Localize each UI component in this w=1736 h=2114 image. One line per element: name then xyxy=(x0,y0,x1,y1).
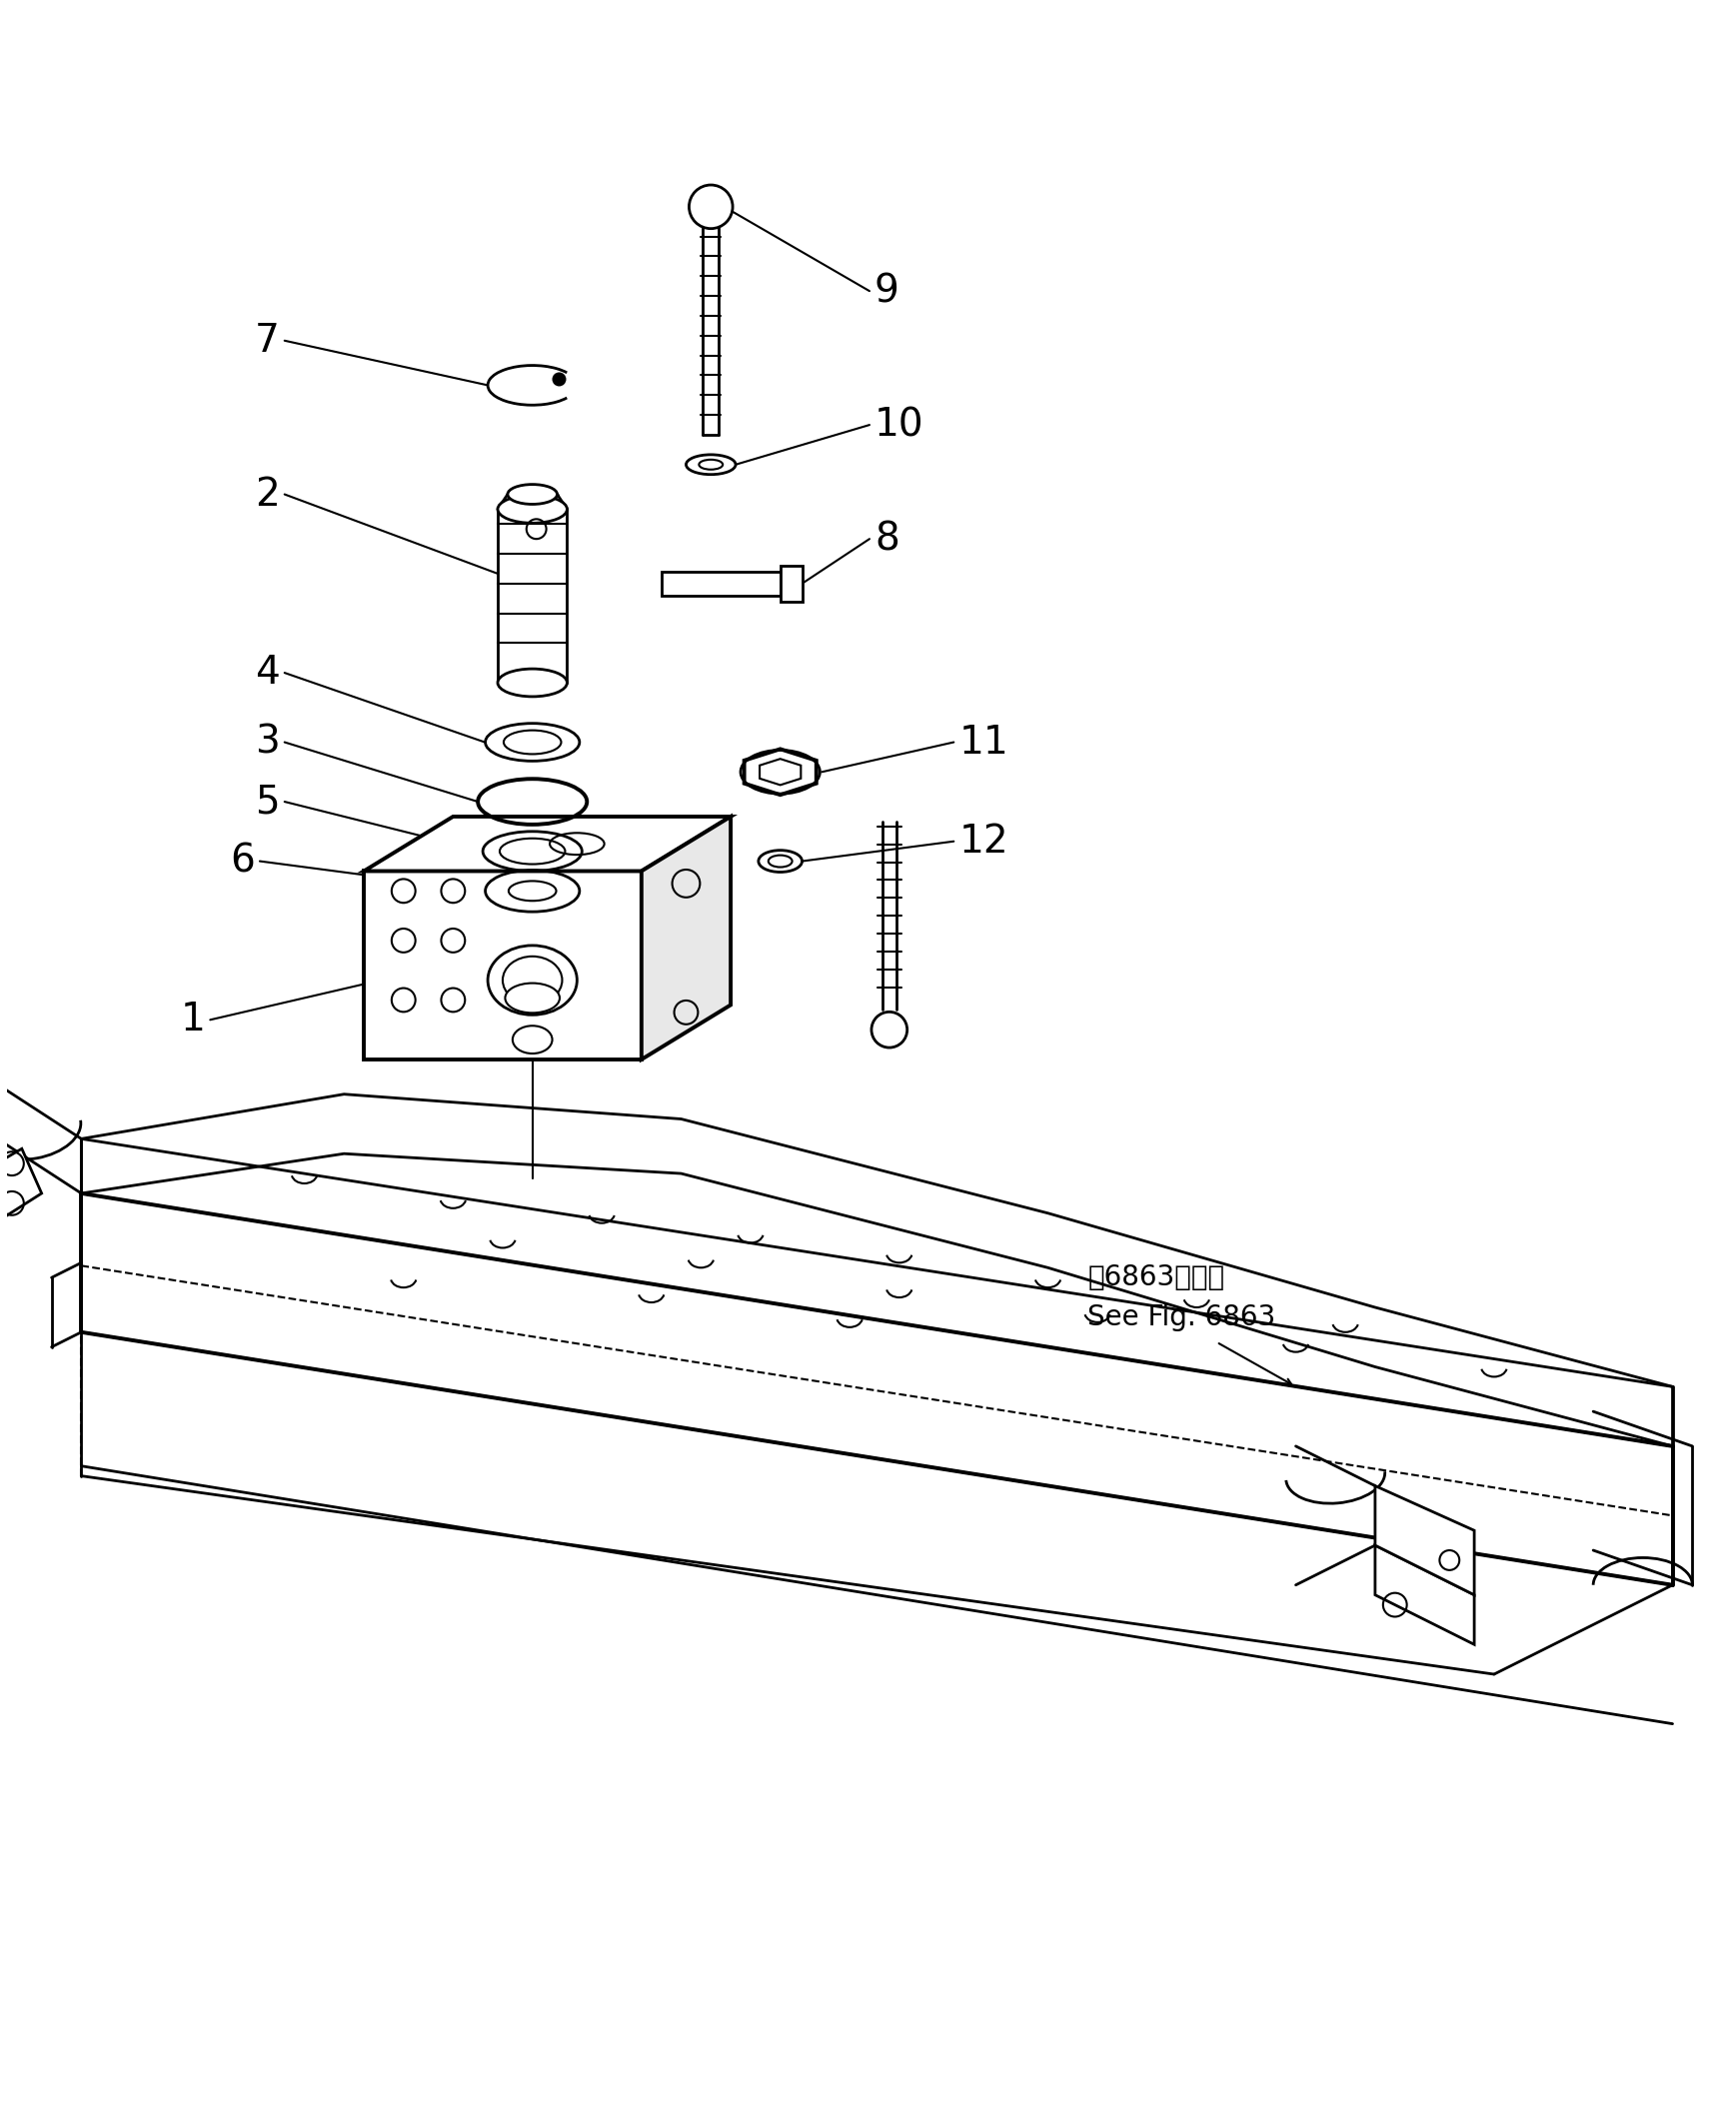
Polygon shape xyxy=(661,571,779,596)
Text: 11: 11 xyxy=(958,723,1009,761)
Polygon shape xyxy=(1375,1486,1474,1594)
Text: 1: 1 xyxy=(181,1000,205,1038)
Polygon shape xyxy=(642,816,731,1059)
Polygon shape xyxy=(365,871,642,1059)
Text: 5: 5 xyxy=(255,782,279,820)
Ellipse shape xyxy=(498,668,568,698)
Polygon shape xyxy=(82,1192,1672,1586)
Text: 4: 4 xyxy=(255,653,279,691)
Circle shape xyxy=(689,184,733,228)
Polygon shape xyxy=(0,1148,42,1228)
Circle shape xyxy=(554,374,566,385)
Text: 第6863図参照: 第6863図参照 xyxy=(1087,1264,1224,1292)
Text: See Fig. 6863: See Fig. 6863 xyxy=(1087,1304,1276,1332)
Text: 6: 6 xyxy=(229,841,255,879)
Polygon shape xyxy=(82,1095,1672,1446)
Text: 7: 7 xyxy=(255,321,279,359)
Polygon shape xyxy=(745,748,816,795)
Text: 9: 9 xyxy=(875,273,899,311)
Text: 3: 3 xyxy=(255,723,279,761)
Ellipse shape xyxy=(498,495,568,522)
Polygon shape xyxy=(1375,1545,1474,1645)
Text: 8: 8 xyxy=(875,520,899,558)
Circle shape xyxy=(871,1013,908,1049)
Text: 10: 10 xyxy=(875,406,924,444)
Text: 2: 2 xyxy=(255,476,279,514)
Polygon shape xyxy=(779,567,802,600)
Ellipse shape xyxy=(505,983,559,1013)
Ellipse shape xyxy=(507,484,557,505)
Polygon shape xyxy=(365,816,731,871)
Text: 12: 12 xyxy=(958,822,1009,860)
